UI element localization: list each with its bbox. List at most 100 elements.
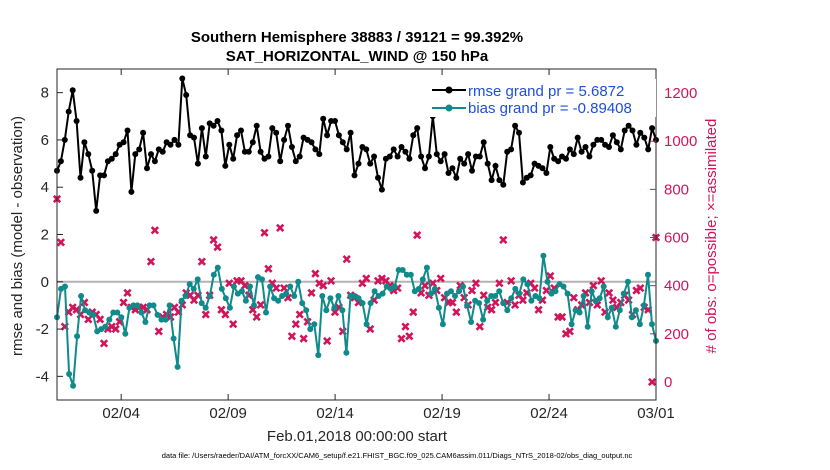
bias-point — [423, 264, 430, 271]
rmse-point — [347, 129, 354, 136]
obs-assimilated-marker — [197, 257, 206, 266]
y-tick-label: 4 — [41, 179, 49, 196]
rmse-point — [85, 151, 92, 158]
rmse-point — [324, 132, 331, 139]
obs-assimilated-marker — [99, 339, 109, 348]
rmse-point — [613, 139, 620, 146]
bias-point — [259, 276, 265, 283]
rmse-point — [136, 146, 143, 153]
rmse-point — [159, 148, 166, 155]
rmse-point — [265, 153, 272, 160]
bias-point — [122, 330, 129, 337]
legend-bias-label: bias grand pr = -0.89408 — [468, 100, 632, 117]
bias-point — [636, 321, 643, 328]
bias-point — [520, 276, 527, 283]
bias-point — [496, 288, 503, 295]
rmse-point — [210, 122, 217, 129]
bias-point — [295, 278, 302, 285]
bias-point — [508, 295, 515, 302]
rmse-point — [375, 174, 381, 181]
obs-assimilated-marker — [436, 274, 445, 283]
rmse-point — [629, 127, 636, 134]
obs-assimilated-marker — [150, 226, 159, 235]
rmse-point — [598, 136, 605, 143]
bias-point — [439, 321, 446, 328]
rmse-point — [547, 144, 554, 150]
obs-assimilated-marker — [291, 320, 300, 329]
legend-rmse-label: rmse grand pr = 5.6872 — [468, 83, 624, 100]
rmse-point — [89, 167, 96, 174]
rmse-point — [461, 160, 468, 167]
bias-point — [359, 300, 366, 307]
bias-point — [612, 323, 619, 330]
bias-point — [303, 307, 310, 314]
rmse-point — [402, 148, 409, 155]
rmse-point — [132, 151, 139, 158]
bias-point — [150, 302, 157, 309]
obs-assimilated-marker — [569, 293, 578, 302]
rmse-point — [312, 146, 319, 153]
y-right-tick-label: 400 — [664, 278, 689, 295]
bias-point — [379, 290, 386, 297]
rmse-point — [484, 160, 491, 167]
bias-point — [632, 307, 639, 314]
bias-point — [327, 295, 334, 302]
rmse-point — [617, 146, 624, 153]
rmse-point — [296, 153, 303, 160]
x-tick-label: 02/14 — [316, 405, 354, 422]
bias-point — [628, 314, 635, 321]
bias-point — [649, 321, 655, 328]
rmse-point — [202, 153, 209, 160]
rmse-point — [339, 139, 346, 146]
rmse-point — [649, 125, 656, 132]
rmse-point — [641, 134, 648, 141]
rmse-point — [214, 118, 221, 124]
rmse-point — [433, 151, 440, 158]
bias-point — [476, 300, 483, 307]
rmse-point — [194, 160, 201, 167]
bias-point — [624, 278, 631, 285]
rmse-point — [555, 158, 562, 165]
obs-assimilated-marker — [518, 295, 528, 305]
bias-point — [616, 307, 623, 314]
rmse-point — [335, 132, 342, 139]
bias-point — [580, 293, 587, 299]
bias-point — [468, 319, 475, 325]
rmse-point — [422, 165, 428, 172]
obs-count-markers — [52, 194, 661, 387]
bias-point — [307, 326, 314, 333]
bias-point — [70, 382, 77, 389]
obs-assimilated-marker — [119, 298, 128, 307]
y-right-tick-label: 0 — [664, 374, 672, 391]
obs-assimilated-marker — [240, 281, 250, 290]
rmse-point — [437, 158, 444, 165]
rmse-point — [183, 92, 190, 98]
rmse-point — [148, 151, 154, 158]
rmse-point — [355, 160, 362, 167]
rmse-point — [151, 158, 158, 165]
rmse-point — [308, 139, 315, 146]
bias-point — [484, 297, 491, 304]
rmse-point — [69, 87, 76, 94]
bias-point — [299, 300, 306, 307]
bias-point — [415, 285, 422, 292]
bias-point — [588, 288, 595, 295]
bias-point — [492, 293, 499, 299]
obs-assimilated-marker — [201, 310, 210, 319]
rmse-point — [445, 170, 452, 176]
obs-assimilated-marker — [272, 283, 281, 293]
bias-point — [214, 264, 221, 271]
bias-point — [480, 316, 487, 323]
obs-assimilated-marker — [56, 238, 66, 247]
obs-assimilated-marker — [326, 276, 336, 285]
obs-assimilated-marker — [557, 312, 567, 322]
obs-assimilated-marker — [467, 286, 477, 295]
y-right-tick-label: 600 — [664, 230, 689, 247]
y-tick-label: 8 — [41, 85, 49, 102]
bias-point — [230, 283, 237, 290]
obs-assimilated-marker — [287, 332, 297, 341]
bias-point — [576, 309, 583, 316]
obs-assimilated-marker — [229, 320, 238, 329]
bias-point — [516, 290, 523, 297]
bias-point — [291, 293, 298, 299]
